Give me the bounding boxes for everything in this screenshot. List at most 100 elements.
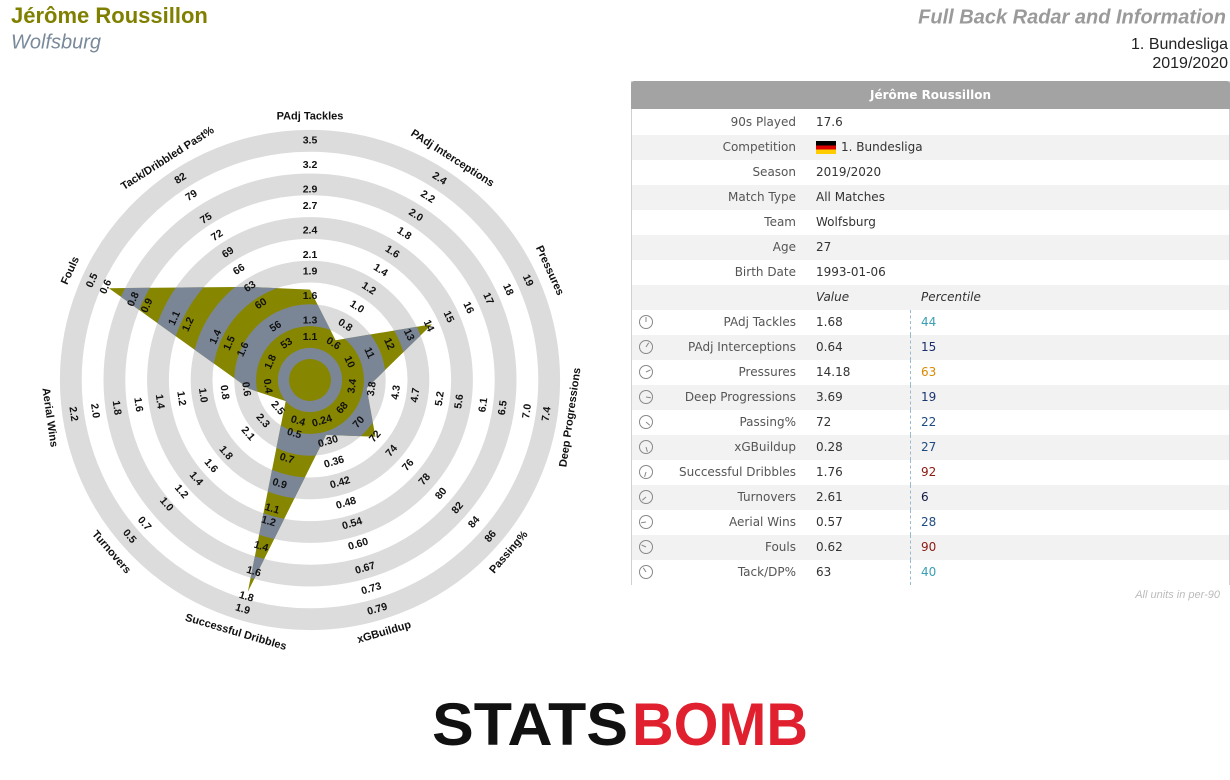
tick-label: 0.5	[286, 426, 304, 442]
percentile-divider	[910, 560, 911, 585]
tick-label: 15	[441, 309, 457, 325]
tick-label: 0.4	[289, 413, 307, 429]
tick-label: 60	[253, 296, 269, 312]
row-label: Aerial Wins	[729, 515, 796, 529]
report-title: Full Back Radar and Information	[918, 6, 1226, 28]
metric-icon	[639, 490, 653, 504]
metric-icon	[639, 315, 653, 329]
logo-left: STATS	[432, 691, 628, 758]
tick-label: 1.8	[395, 225, 414, 243]
icon-ring	[639, 565, 653, 579]
tick-label: 1.8	[262, 353, 279, 371]
row-value: 0.62	[816, 540, 843, 554]
table-row: PAdj Interceptions 0.64 15	[632, 335, 1229, 360]
tick-label: 6.1	[476, 397, 490, 413]
tick-label: 1.4	[252, 539, 270, 555]
row-value: 1993-01-06	[816, 265, 886, 279]
tick-label: 2.2	[418, 188, 437, 206]
icon-hand	[645, 446, 648, 452]
percentile-divider	[910, 485, 911, 510]
tick-label: 7.0	[520, 403, 534, 419]
row-label: xGBuildup	[734, 440, 796, 454]
ring	[59, 129, 561, 631]
tick-label: 1.1	[263, 501, 281, 517]
tick-label: 10	[341, 354, 357, 370]
icon-ring	[639, 440, 653, 454]
ring	[103, 173, 517, 587]
percentile-divider	[910, 310, 911, 335]
table-row: Team Wolfsburg	[632, 210, 1229, 235]
tick-label: 0.67	[354, 560, 377, 577]
ring	[190, 260, 430, 500]
tick-label: 14	[421, 318, 437, 334]
row-value: All Matches	[816, 190, 885, 204]
row-label: PAdj Interceptions	[688, 340, 796, 354]
row-value: Value	[816, 290, 850, 304]
ring	[147, 217, 473, 543]
info-table: Jérôme Roussillon 90s Played 17.6 Competit…	[631, 81, 1230, 585]
tick-label: 2.1	[303, 249, 318, 261]
table-row: Match Type All Matches	[632, 185, 1229, 210]
row-label: Match Type	[728, 190, 796, 204]
tick-label: 5.2	[433, 390, 447, 406]
table-row: xGBuildup 0.28 27	[632, 435, 1229, 460]
tick-label: 0.24	[311, 412, 334, 429]
icon-ring	[639, 540, 653, 554]
row-value: 2.61	[816, 490, 843, 504]
row-value: 0.64	[816, 340, 843, 354]
icon-ring	[639, 415, 653, 429]
tick-label: 2.9	[303, 184, 318, 196]
row-label: Competition	[722, 140, 796, 154]
competition: 1. Bundesliga	[1131, 36, 1228, 53]
tick-label: 72	[209, 227, 225, 243]
percentile: 19	[921, 390, 937, 404]
logo-right: BOMB	[632, 691, 808, 758]
icon-hand	[645, 421, 651, 426]
row-label: Birth Date	[734, 265, 796, 279]
icon-ring	[639, 490, 653, 504]
metric-icon	[639, 365, 653, 379]
tick-label: 0.9	[271, 476, 289, 492]
percentile: 40	[921, 565, 937, 579]
row-value: 3.69	[816, 390, 843, 404]
tick-label: 1.0	[196, 387, 210, 403]
tick-label: 3.2	[303, 159, 318, 171]
tick-label: 0.60	[347, 536, 370, 553]
icon-ring	[639, 315, 653, 329]
tick-label: 0.5	[84, 271, 101, 289]
tick-label: 16	[460, 300, 476, 316]
percentile-divider	[910, 410, 911, 435]
tick-label: 12	[381, 336, 397, 352]
tick-label: 0.54	[341, 515, 364, 532]
row-value: 63	[816, 565, 832, 579]
tick-label: 6.5	[496, 400, 510, 416]
percentile-divider	[910, 385, 911, 410]
player-name: Jérôme Roussillon	[11, 3, 208, 28]
tick-label: 0.79	[366, 601, 389, 618]
percentile: 6	[921, 490, 929, 504]
row-label: Age	[772, 240, 796, 254]
row-label: Successful Dribbles	[679, 465, 796, 479]
percentile-divider	[910, 335, 911, 360]
tick-label: 2.2	[66, 406, 80, 422]
icon-hand	[645, 342, 650, 348]
row-label: Turnovers	[737, 490, 796, 504]
table-row: Age 27	[632, 235, 1229, 260]
tick-label: 1.6	[202, 456, 221, 475]
percentile: 15	[921, 340, 937, 354]
tick-label: 3.8	[365, 381, 379, 397]
percentile-divider	[910, 535, 911, 560]
tick-label: 19	[520, 273, 536, 289]
row-value: 1.68	[816, 315, 843, 329]
percentile: 28	[921, 515, 937, 529]
tick-label: 2.7	[303, 200, 318, 212]
table-row: Birth Date 1993-01-06	[632, 260, 1229, 285]
row-value: 72	[816, 415, 832, 429]
table-row: 90s Played 17.6	[632, 110, 1229, 135]
axis-name: Deep Progressions	[557, 367, 583, 468]
tick-label: 1.9	[303, 265, 318, 277]
tick-label: 11	[361, 345, 377, 360]
metric-icon	[639, 415, 653, 429]
tick-label: 1.2	[180, 315, 197, 333]
